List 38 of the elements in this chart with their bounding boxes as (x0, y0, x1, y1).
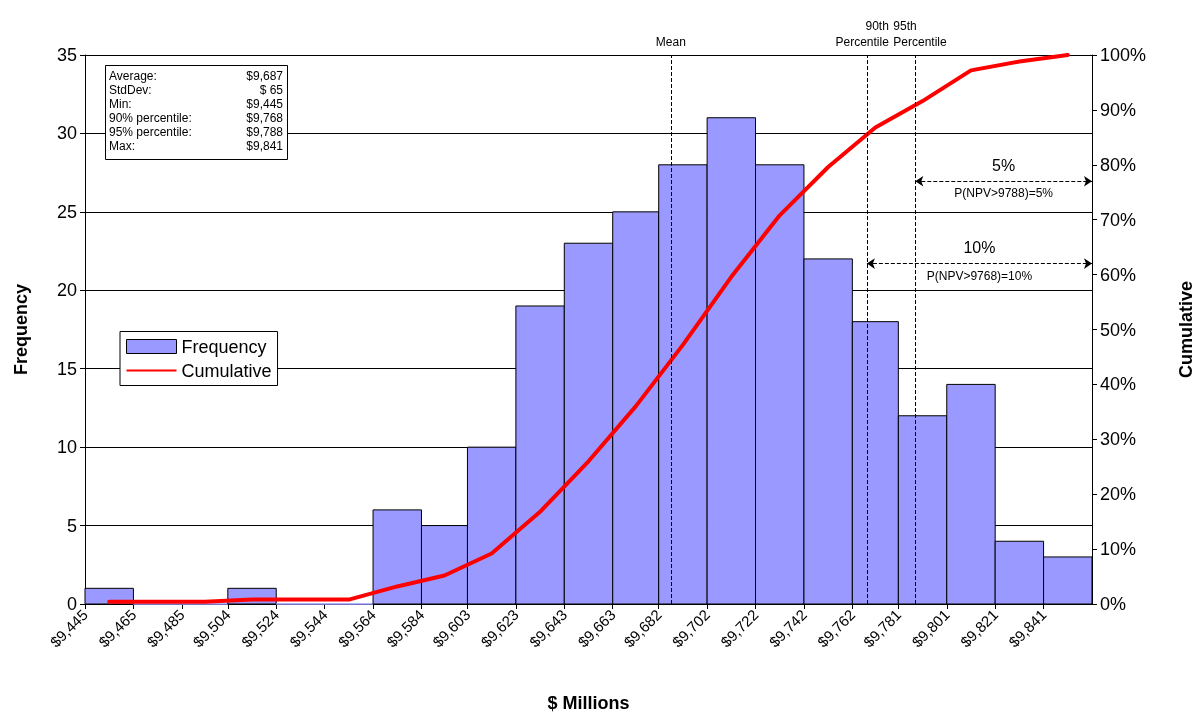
y2-tick-label: 20% (1100, 484, 1137, 505)
y-tick-label: 20 (56, 280, 77, 301)
legend-label: Cumulative (181, 360, 272, 381)
y-tick-label: 25 (56, 201, 77, 222)
annotation: 10% (963, 239, 996, 257)
y-axis-title: Frequency (11, 283, 31, 376)
x-axis-title: $ Millions (547, 693, 630, 713)
y2-tick-label: 70% (1100, 209, 1137, 230)
text: Max: $9,841 (109, 139, 283, 153)
ref-line-label: Mean (655, 35, 686, 49)
text: Min: $9,445 (109, 97, 283, 111)
ref-line-label: 95th Percentile (893, 19, 947, 49)
y2-tick-label: 10% (1100, 539, 1137, 560)
y-tick-label: 35 (56, 45, 77, 65)
y-tick-label: 10 (56, 437, 77, 458)
y2-tick-label: 60% (1100, 264, 1137, 285)
y2-tick-label: 30% (1100, 429, 1137, 450)
y-tick-label: 0 (66, 594, 77, 614)
text: StdDev: $ 65 (109, 83, 283, 97)
annotation: 5% (992, 156, 1016, 174)
y2-tick-label: 100% (1100, 45, 1147, 65)
y2-tick-label: 80% (1100, 154, 1137, 175)
y2-tick-label: 0% (1100, 594, 1127, 614)
text: 90% percentile: $9,768 (109, 111, 283, 125)
y2-tick-label: 90% (1100, 99, 1137, 120)
y2-axis-title: Cumulative (1176, 280, 1196, 379)
text: 95% percentile: $9,788 (109, 125, 283, 139)
legend-label: Frequency (181, 336, 267, 357)
y-tick-label: 15 (56, 358, 77, 379)
annotation: P(NPV>9768)=10% (926, 268, 1033, 283)
y-tick-label: 5 (66, 515, 77, 536)
y2-tick-label: 50% (1100, 319, 1137, 340)
y-tick-label: 30 (56, 123, 77, 144)
y2-tick-label: 40% (1100, 374, 1137, 395)
text: Average: $9,687 (109, 69, 283, 83)
line-series (107, 53, 1070, 604)
ref-line-label: 90th Percentile (835, 19, 890, 49)
annotation: P(NPV>9788)=5% (954, 186, 1054, 201)
